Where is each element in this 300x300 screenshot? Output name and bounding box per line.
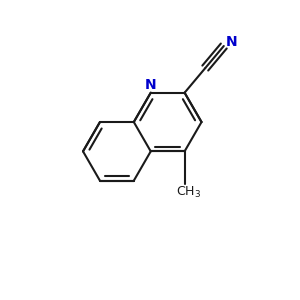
Text: N: N [145, 78, 157, 92]
Text: CH$_3$: CH$_3$ [176, 185, 202, 200]
Text: N: N [225, 34, 237, 49]
